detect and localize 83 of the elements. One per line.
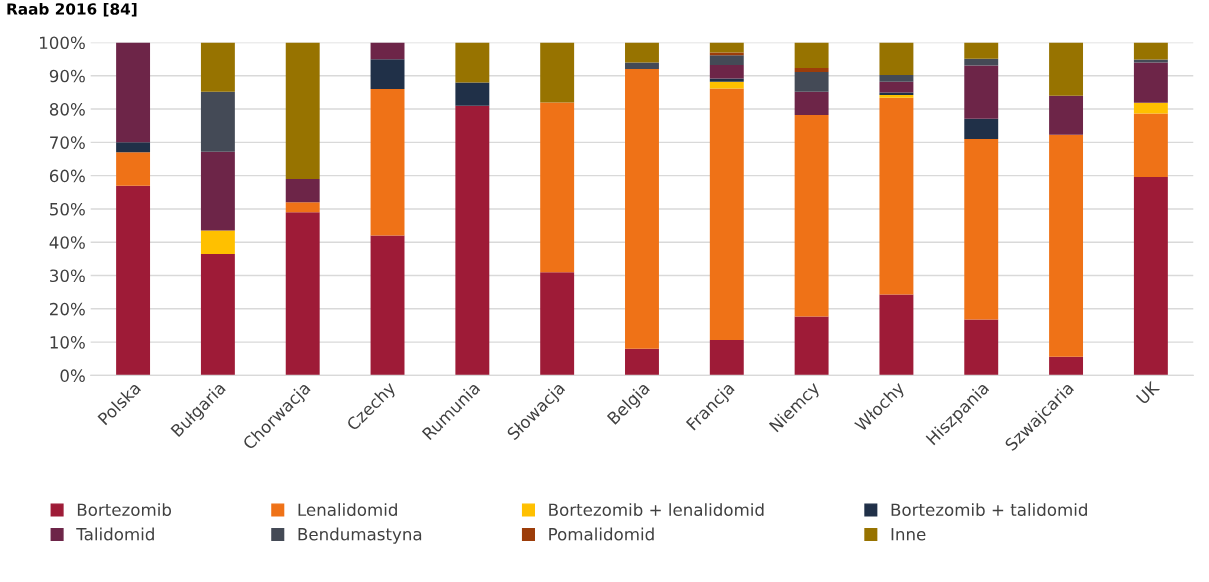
bar: [200, 42, 235, 92]
bar: [964, 319, 999, 376]
bar: [709, 88, 744, 341]
bar: [200, 151, 235, 231]
bar: [116, 142, 151, 153]
y-tick-label: 90%: [49, 69, 85, 83]
bar: [709, 65, 744, 79]
bar: [709, 78, 744, 82]
x-tick-label: UK: [1135, 380, 1161, 405]
bar: [1049, 95, 1084, 135]
bar: [625, 62, 659, 70]
bar: [1133, 176, 1168, 376]
bar: [285, 42, 320, 179]
bar: [455, 105, 490, 376]
y-tick-label: 40%: [49, 236, 85, 249]
bar: [540, 42, 575, 103]
legend-label: Bendumastyna: [298, 527, 422, 544]
bar: [1133, 113, 1168, 177]
bar: [794, 68, 829, 73]
bar: [285, 212, 320, 376]
bar: [794, 316, 829, 376]
bar: [879, 81, 914, 93]
bar: [370, 235, 405, 376]
bar: [709, 42, 744, 53]
bar: [879, 42, 914, 76]
bar: [964, 58, 999, 66]
bar: [540, 102, 575, 273]
bar: [1133, 62, 1168, 103]
bar: [709, 81, 744, 89]
bar: [1133, 59, 1168, 63]
bar: [964, 65, 999, 119]
bar: [116, 152, 151, 186]
bar: [879, 75, 914, 82]
legend-label: Bortezomib + lenalidomid: [549, 503, 764, 517]
bar: [1049, 356, 1084, 376]
bar: [455, 42, 490, 83]
legend-label: Talidomid: [76, 527, 154, 541]
bar: [794, 91, 829, 116]
legend-label: Lenalidomid: [298, 503, 397, 517]
y-tick-label: 80%: [49, 103, 85, 116]
bar: [455, 82, 490, 106]
bar: [964, 42, 999, 59]
y-tick-label: 60%: [49, 169, 85, 183]
bar: [370, 59, 405, 90]
bar: [964, 139, 999, 320]
bar: [625, 42, 659, 63]
bar: [879, 294, 914, 376]
bar: [116, 42, 151, 143]
y-tick-label: 20%: [49, 302, 85, 316]
bar: [625, 69, 659, 349]
bar: [794, 115, 829, 317]
bar: [794, 72, 829, 92]
bar: [200, 91, 235, 152]
y-tick-label: 30%: [50, 269, 85, 283]
bar: [794, 42, 829, 69]
legend-label: Pomalidomid: [549, 527, 654, 541]
bar: [1133, 42, 1168, 60]
bar: [370, 42, 405, 60]
bar: [709, 55, 744, 66]
chart-title: Raab 2016 [84]: [7, 2, 137, 17]
bar: [1049, 134, 1084, 357]
y-tick-label: 70%: [50, 136, 85, 149]
bar: [116, 185, 151, 376]
bar: [1133, 102, 1168, 114]
bar: [879, 97, 914, 295]
bar: [285, 178, 320, 203]
bar: [709, 340, 744, 376]
y-tick-label: 10%: [50, 336, 85, 349]
y-tick-label: 50%: [50, 202, 85, 216]
bar: [540, 272, 575, 376]
legend-label: Bortezomib + talidomid: [891, 503, 1087, 517]
legend-label: Inne: [891, 528, 926, 541]
bar: [1049, 42, 1084, 96]
bar: [964, 118, 999, 140]
bar: [709, 52, 744, 56]
legend-label: Bortezomib: [77, 503, 172, 517]
bar: [200, 253, 235, 376]
bar: [625, 348, 659, 376]
bar: [285, 202, 320, 213]
y-tick-label: 0%: [60, 369, 85, 382]
bar: [200, 230, 235, 254]
bar: [370, 89, 405, 236]
y-tick-label: 100%: [40, 36, 85, 50]
